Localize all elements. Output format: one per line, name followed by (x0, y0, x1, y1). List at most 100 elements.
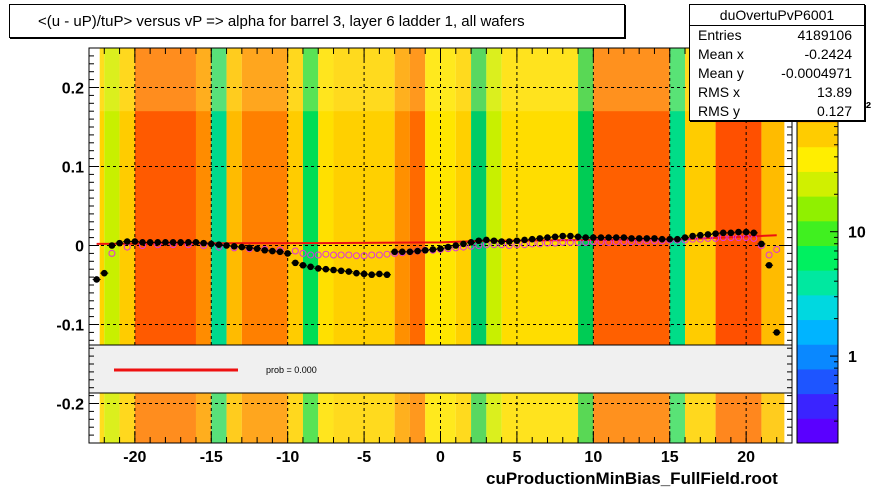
open-circle-point (765, 251, 773, 259)
palette-swatch (797, 196, 838, 222)
profile-point (689, 232, 696, 240)
open-circle-point (551, 239, 559, 247)
profile-point (658, 235, 666, 243)
profile-point (414, 247, 421, 255)
open-circle-point (566, 238, 574, 246)
profile-point (628, 235, 635, 242)
profile-point (299, 261, 307, 269)
profile-point (353, 269, 360, 277)
x-tick-label: -15 (200, 449, 223, 466)
profile-point (314, 265, 322, 272)
profile-point (284, 250, 291, 257)
profile-point (398, 248, 406, 256)
heatmap-column (409, 48, 426, 443)
profile-point (261, 246, 269, 254)
profile-point (100, 269, 108, 277)
palette-swatch (797, 418, 838, 444)
profile-point (513, 237, 521, 245)
profile-point (597, 234, 605, 241)
stats-row-mean-y: Mean y -0.0004971 (690, 64, 864, 83)
open-circle-point (559, 238, 567, 246)
profile-point (605, 234, 612, 241)
stats-value: 13.89 (816, 84, 852, 100)
profile-point (719, 229, 727, 237)
open-circle-point (337, 251, 345, 259)
profile-point (391, 248, 398, 256)
stats-key: Mean y (698, 65, 744, 81)
palette-swatch (797, 319, 838, 345)
profile-point (666, 235, 674, 243)
open-circle-point (368, 251, 376, 259)
profile-point (712, 230, 719, 237)
stats-value: 4189106 (797, 27, 852, 43)
profile-point (697, 231, 704, 239)
profile-point (238, 243, 246, 251)
profile-point (498, 238, 505, 245)
profile-point (177, 239, 184, 246)
x-tick-label: -5 (357, 449, 371, 466)
stats-key: Mean x (698, 46, 744, 62)
profile-point (475, 237, 483, 245)
x-tick-label: 20 (737, 449, 755, 466)
profile-point (116, 239, 123, 247)
profile-point (460, 240, 467, 248)
profile-point (215, 241, 223, 249)
palette-swatch (797, 270, 838, 296)
y-tick-label: -0.1 (56, 318, 84, 335)
profile-point (467, 239, 475, 246)
profile-point (574, 233, 582, 241)
profile-point (635, 235, 643, 242)
profile-point (360, 270, 368, 278)
profile-point (154, 239, 162, 246)
profile-point (765, 261, 773, 269)
profile-point (146, 239, 154, 246)
open-circle-point (307, 251, 315, 259)
profile-point (612, 234, 620, 241)
profile-point (246, 244, 253, 252)
open-circle-point (360, 252, 368, 260)
open-circle-point (108, 249, 116, 257)
profile-point (559, 232, 567, 240)
y-tick-label: 0 (75, 239, 84, 256)
profile-point (750, 229, 758, 237)
palette-swatch (797, 146, 838, 172)
profile-point (93, 276, 100, 283)
y-tick-label: -0.2 (56, 397, 84, 414)
profile-point (162, 239, 169, 246)
palette-swatch (797, 344, 838, 370)
stats-row-rms-x: RMS x 13.89 (690, 83, 864, 102)
profile-point (643, 235, 651, 242)
profile-point (276, 248, 284, 256)
x-tick-label: 15 (661, 449, 679, 466)
profile-point (345, 268, 353, 275)
profile-point (200, 239, 207, 247)
palette-swatch (797, 393, 838, 419)
profile-point (123, 238, 131, 245)
stats-value: -0.2424 (804, 46, 852, 62)
legend-prob-text: prob = 0.000 (266, 365, 317, 375)
profile-point (330, 266, 337, 274)
stats-key: RMS x (698, 84, 740, 100)
profile-point (307, 263, 314, 271)
open-circle-point (352, 252, 360, 260)
profile-point (131, 238, 139, 245)
profile-point (651, 235, 658, 242)
profile-point (337, 267, 345, 275)
x-tick-label: 0 (436, 449, 445, 466)
palette-tick-label: 10 (848, 225, 866, 242)
open-circle-point (383, 250, 391, 258)
palette-swatch (797, 171, 838, 197)
palette-swatch (797, 122, 838, 148)
profile-point (674, 235, 681, 243)
stats-key: RMS y (698, 103, 740, 119)
stats-row-entries: Entries 4189106 (690, 26, 864, 45)
footer-filename: cuProductionMinBias_FullField.root (486, 469, 778, 488)
open-circle-point (345, 251, 353, 259)
profile-point (505, 238, 513, 245)
profile-point (253, 245, 261, 252)
open-circle-point (291, 247, 299, 255)
palette-tick-label: 1 (848, 349, 857, 366)
profile-point (490, 237, 498, 245)
profile-point (727, 229, 735, 237)
open-circle-point (322, 250, 330, 258)
